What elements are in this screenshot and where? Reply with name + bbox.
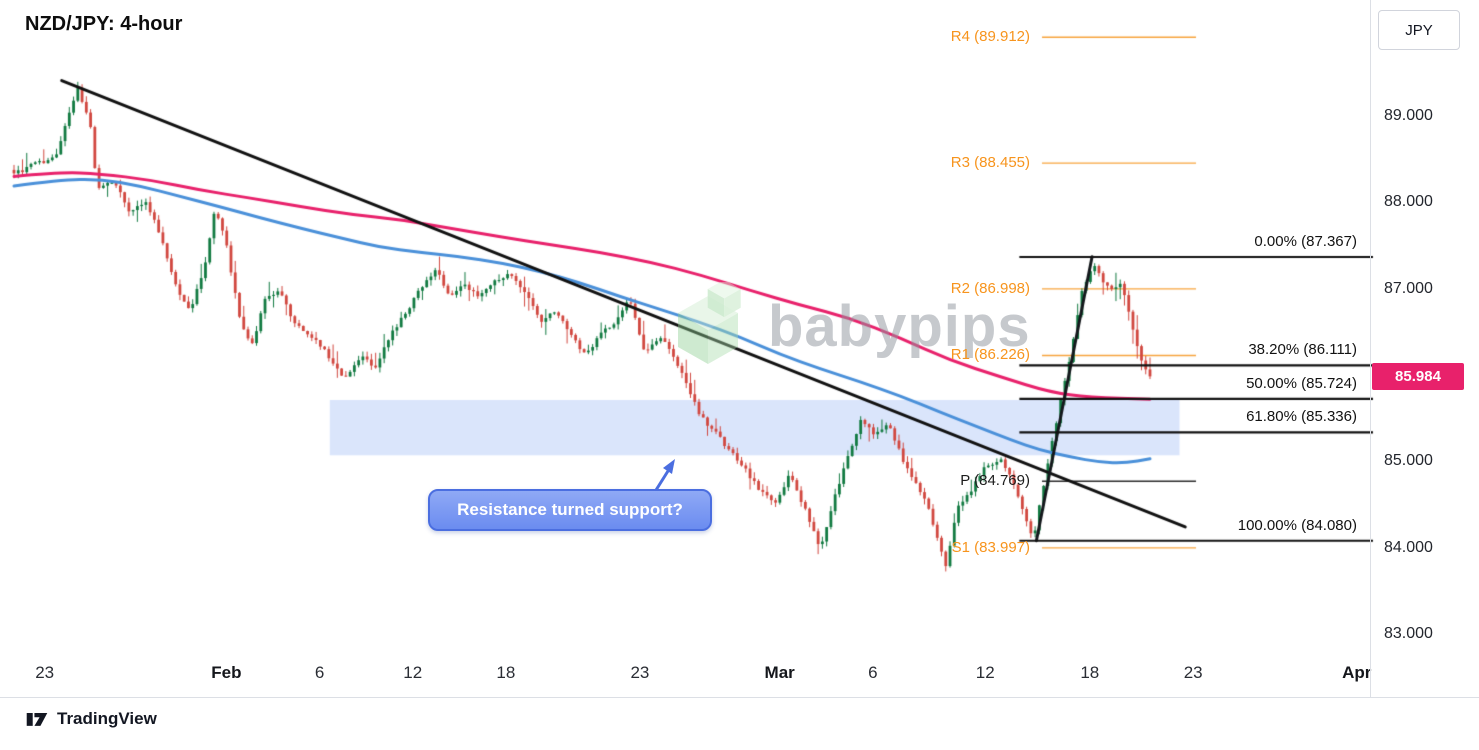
time-axis-border — [0, 697, 1479, 698]
last-price-badge: 85.984 — [1372, 362, 1464, 390]
price-tick-87.000: 87.000 — [1384, 279, 1433, 297]
price-tick-84.000: 84.000 — [1384, 538, 1433, 556]
tradingview-logo[interactable]: TradingView — [25, 707, 157, 731]
price-axis-border — [1370, 0, 1371, 698]
time-tick-23: 23 — [630, 663, 650, 682]
price-tick-89.000: 89.000 — [1384, 107, 1433, 124]
pivot-label-P: P (84.769) — [960, 472, 1030, 490]
price-tick-85.000: 85.000 — [1384, 452, 1433, 470]
time-tick-12: 12 — [975, 663, 995, 682]
tradingview-logo-text: TradingView — [57, 709, 157, 728]
time-tick-23: 23 — [1183, 663, 1203, 682]
price-tick-83.000: 83.000 — [1384, 624, 1433, 642]
time-tick-Mar: Mar — [764, 663, 795, 682]
page-title: NZD/JPY: 4-hour — [25, 13, 183, 35]
time-tick-Apr: Apr — [1342, 663, 1372, 682]
time-tick-Feb: Feb — [211, 663, 242, 682]
time-tick-18: 18 — [1080, 663, 1100, 682]
fib-label-0: 0.00% (87.367) — [1254, 232, 1357, 250]
time-tick-6: 6 — [868, 663, 878, 682]
price-tick-88.000: 88.000 — [1384, 193, 1433, 211]
fib-label-50: 50.00% (85.724) — [1246, 374, 1357, 392]
pivot-label-R1: R1 (86.226) — [950, 346, 1030, 364]
time-tick-18: 18 — [496, 663, 516, 682]
pivot-label-R2: R2 (86.998) — [950, 279, 1030, 297]
pivot-label-R4: R4 (89.912) — [950, 28, 1030, 46]
fib-label-38.2: 38.20% (86.111) — [1248, 341, 1357, 359]
resistance-support-callout[interactable]: Resistance turned support? — [428, 489, 712, 531]
pivot-label-R3: R3 (88.455) — [950, 154, 1030, 172]
time-tick-12: 12 — [403, 663, 423, 682]
time-tick-23: 23 — [35, 663, 55, 682]
pivot-label-S1: S1 (83.997) — [951, 538, 1030, 556]
currency-button[interactable]: JPY — [1378, 10, 1460, 50]
time-axis[interactable]: 23 Feb 6 12 18 23 Mar 6 12 18 23 Apr — [0, 655, 1372, 697]
time-tick-6: 6 — [314, 663, 325, 682]
fib-label-100: 100.00% (84.080) — [1237, 516, 1357, 534]
tradingview-logo-icon — [26, 713, 48, 726]
fib-label-61.8: 61.80% (85.336) — [1246, 408, 1357, 426]
